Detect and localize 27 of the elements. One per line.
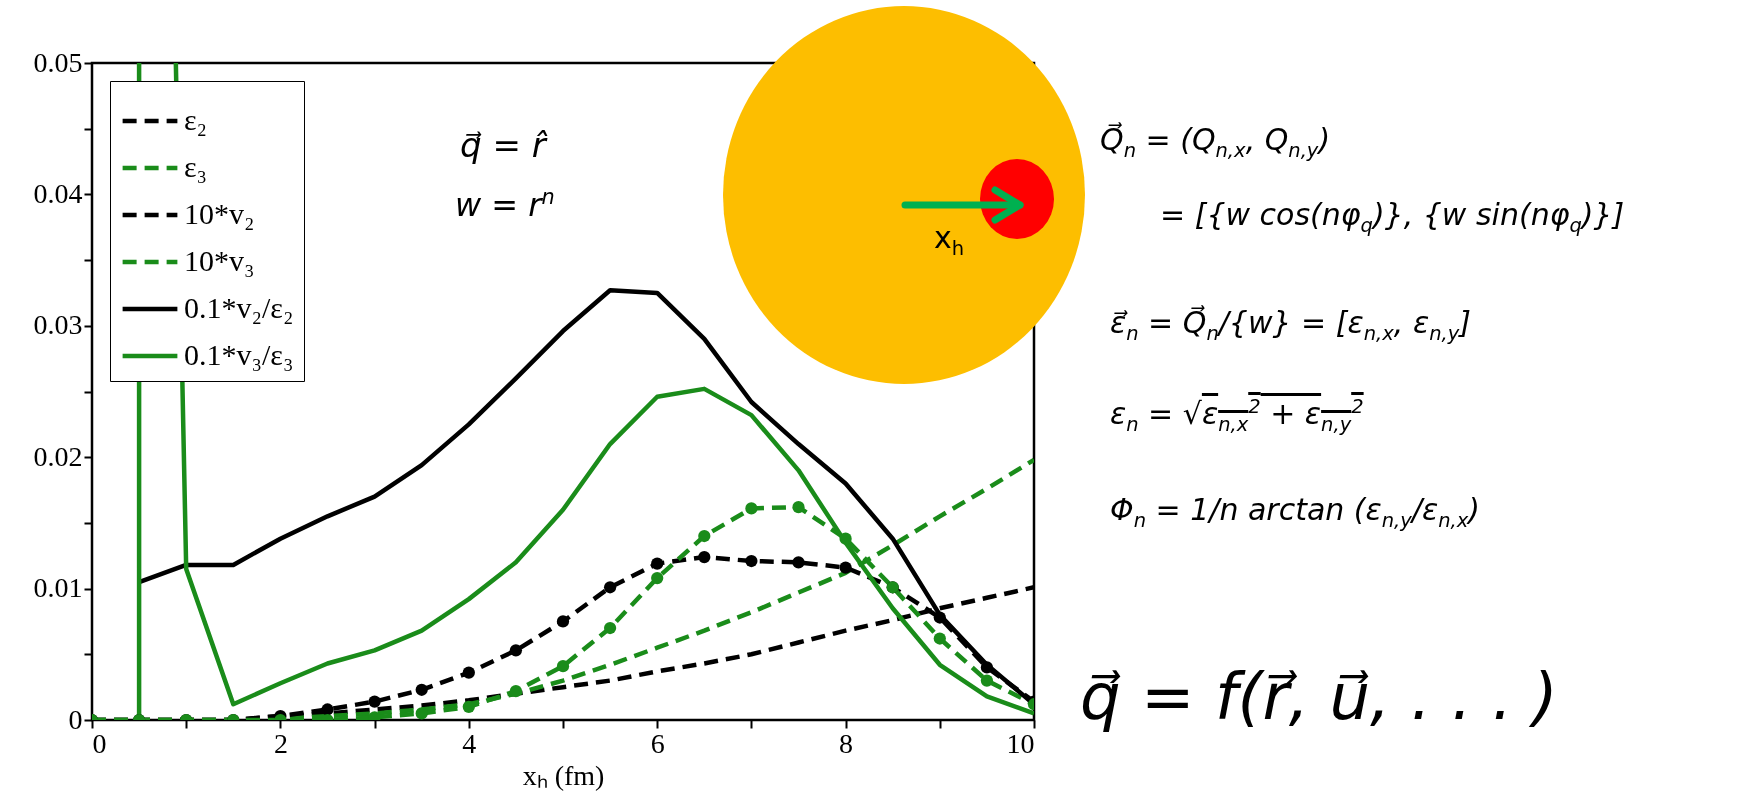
text: q⃗ = f(r⃗, u⃗, . . . ) xyxy=(1080,660,1558,734)
x-tick-label: 2 xyxy=(273,727,288,759)
text: Q⃗$_{n}$ = (Q$_{n,x}$, Q$_{n,y}$) xyxy=(1100,122,1331,162)
annotation: x$_{h}$ xyxy=(934,220,965,260)
annotation: q⃗ = r̂ xyxy=(460,125,546,165)
y-tick-label: 0.03 xyxy=(33,309,83,341)
legend-label: ε₂ xyxy=(184,103,208,136)
y-tick-label: 0.04 xyxy=(33,177,83,209)
legend-label: 10*v₃ xyxy=(184,244,255,277)
legend-label: 0.1*v₃/ε₃ xyxy=(184,338,294,371)
legend-label: 10*v₂ xyxy=(184,197,255,230)
x-tick-label: 10 xyxy=(1006,727,1035,759)
x-tick-label: 0 xyxy=(92,727,107,759)
y-tick-label: 0.02 xyxy=(33,440,83,472)
annotation: w = r$^{n}$ xyxy=(455,185,555,224)
text: ε⃗$_{n}$ = Q⃗$_{n}$/{w} = [ε$_{n,x}$, ε$_{n,y}$] xyxy=(1110,305,1471,345)
text: = [{w cos(nφ$_{q}$)}, {w sin(nφ$_{q}$)}] xyxy=(1160,197,1625,237)
x-tick-label: 4 xyxy=(462,727,477,759)
legend-label: ε₃ xyxy=(184,150,208,183)
text: Φ$_{n}$ = 1/n arctan (ε$_{n,y}$/ε$_{n,x}$) xyxy=(1110,492,1481,532)
y-tick-label: 0.01 xyxy=(33,572,83,604)
x-tick-label: 8 xyxy=(839,727,854,759)
legend-label: 0.1*v₂/ε₂ xyxy=(184,291,294,324)
y-tick-label: 0.05 xyxy=(33,46,83,78)
x-axis-title: xₕ (fm) xyxy=(522,759,605,791)
x-tick-label: 6 xyxy=(650,727,665,759)
y-tick-label: 0 xyxy=(68,703,83,735)
